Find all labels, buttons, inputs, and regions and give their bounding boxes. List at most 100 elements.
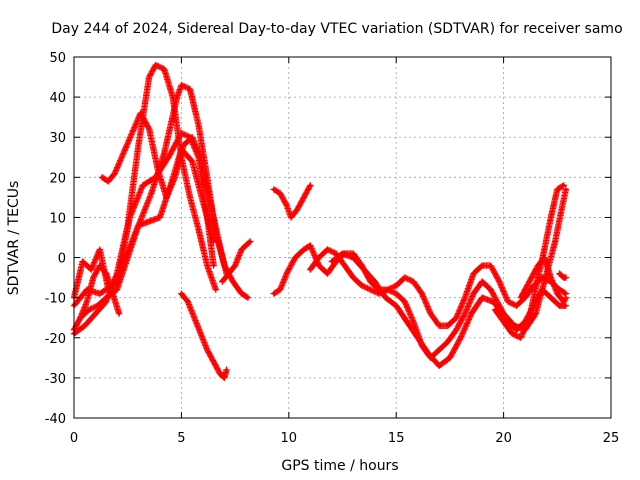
- data-point: [549, 215, 553, 219]
- data-point: [205, 264, 209, 268]
- data-point: [519, 296, 523, 300]
- data-point: [83, 324, 87, 328]
- data-point: [448, 356, 452, 360]
- data-point: [351, 256, 355, 260]
- data-point: [225, 368, 229, 372]
- data-point: [179, 83, 183, 87]
- data-point: [557, 304, 561, 308]
- series-track-f: [178, 290, 230, 382]
- data-point: [394, 292, 398, 296]
- data-point: [534, 312, 538, 316]
- data-point: [557, 272, 561, 276]
- data-point: [491, 300, 495, 304]
- data-point: [278, 191, 282, 195]
- data-point: [78, 316, 82, 320]
- data-point: [564, 304, 568, 308]
- y-tick-label: 20: [49, 171, 66, 186]
- data-point: [111, 292, 115, 296]
- data-point: [343, 264, 347, 268]
- data-point: [454, 328, 458, 332]
- data-point: [147, 127, 151, 131]
- data-point: [317, 264, 321, 268]
- data-point: [553, 240, 557, 244]
- data-point: [81, 260, 85, 264]
- data-point: [207, 195, 211, 199]
- data-point: [411, 320, 415, 324]
- data-point: [454, 316, 458, 320]
- y-tick-label: -20: [45, 332, 66, 347]
- data-point: [463, 296, 467, 300]
- data-point: [85, 300, 89, 304]
- data-point: [106, 179, 110, 183]
- data-point: [126, 256, 130, 260]
- series-track-m: [517, 254, 570, 305]
- x-tick-label: 10: [281, 431, 298, 446]
- data-point: [469, 312, 473, 316]
- data-point: [416, 336, 420, 340]
- axis-ticks: -40 -30 -20 -10 0 10 20 30 40 50 0 5 10 15 20 25: [45, 51, 620, 446]
- data-point: [130, 131, 134, 135]
- plot-frame: [73, 56, 612, 419]
- data-point: [147, 219, 151, 223]
- data-point: [502, 312, 506, 316]
- data-point: [437, 364, 441, 368]
- y-tick-label: 0: [58, 252, 66, 267]
- data-point: [182, 143, 186, 147]
- data-point: [218, 372, 222, 376]
- data-point: [104, 272, 108, 276]
- data-point: [113, 171, 117, 175]
- data-point: [188, 195, 192, 199]
- data-point: [93, 312, 97, 316]
- data-point: [360, 284, 364, 288]
- y-tick-label: -30: [45, 372, 66, 387]
- data-point: [136, 143, 140, 147]
- data-point: [325, 248, 329, 252]
- data-point: [308, 244, 312, 248]
- grid: [74, 57, 611, 418]
- data-point: [394, 284, 398, 288]
- data-point: [540, 288, 544, 292]
- data-point: [154, 175, 158, 179]
- data-point: [85, 288, 89, 292]
- data-point: [128, 215, 132, 219]
- data-point: [167, 155, 171, 159]
- data-point: [149, 191, 153, 195]
- plot-data: [70, 61, 570, 382]
- data-point: [302, 248, 306, 252]
- data-point: [480, 296, 484, 300]
- data-point: [295, 207, 299, 211]
- data-point: [285, 272, 289, 276]
- data-point: [205, 348, 209, 352]
- data-point: [420, 292, 424, 296]
- series-track-d: [98, 109, 230, 277]
- data-point: [362, 268, 366, 272]
- data-point: [555, 187, 559, 191]
- data-point: [405, 320, 409, 324]
- data-point: [289, 215, 293, 219]
- data-point: [542, 256, 546, 260]
- data-point: [248, 240, 252, 244]
- data-point: [502, 320, 506, 324]
- data-point: [169, 183, 173, 187]
- data-point: [179, 147, 183, 151]
- data-point: [429, 312, 433, 316]
- data-point: [506, 300, 510, 304]
- data-point: [373, 280, 377, 284]
- data-point: [212, 240, 216, 244]
- data-point: [244, 244, 248, 248]
- data-point: [240, 248, 244, 252]
- y-tick-label: 40: [49, 91, 66, 106]
- chart-title: Day 244 of 2024, Sidereal Day-to-day VTE…: [51, 21, 622, 37]
- data-point: [472, 292, 476, 296]
- data-point: [437, 348, 441, 352]
- y-tick-label: -40: [45, 412, 66, 427]
- data-point: [562, 183, 566, 187]
- data-point: [141, 183, 145, 187]
- y-tick-label: 10: [49, 211, 66, 226]
- data-point: [549, 276, 553, 280]
- data-point: [334, 252, 338, 256]
- data-point: [186, 300, 190, 304]
- data-point: [158, 215, 162, 219]
- data-point: [285, 203, 289, 207]
- data-point: [540, 276, 544, 280]
